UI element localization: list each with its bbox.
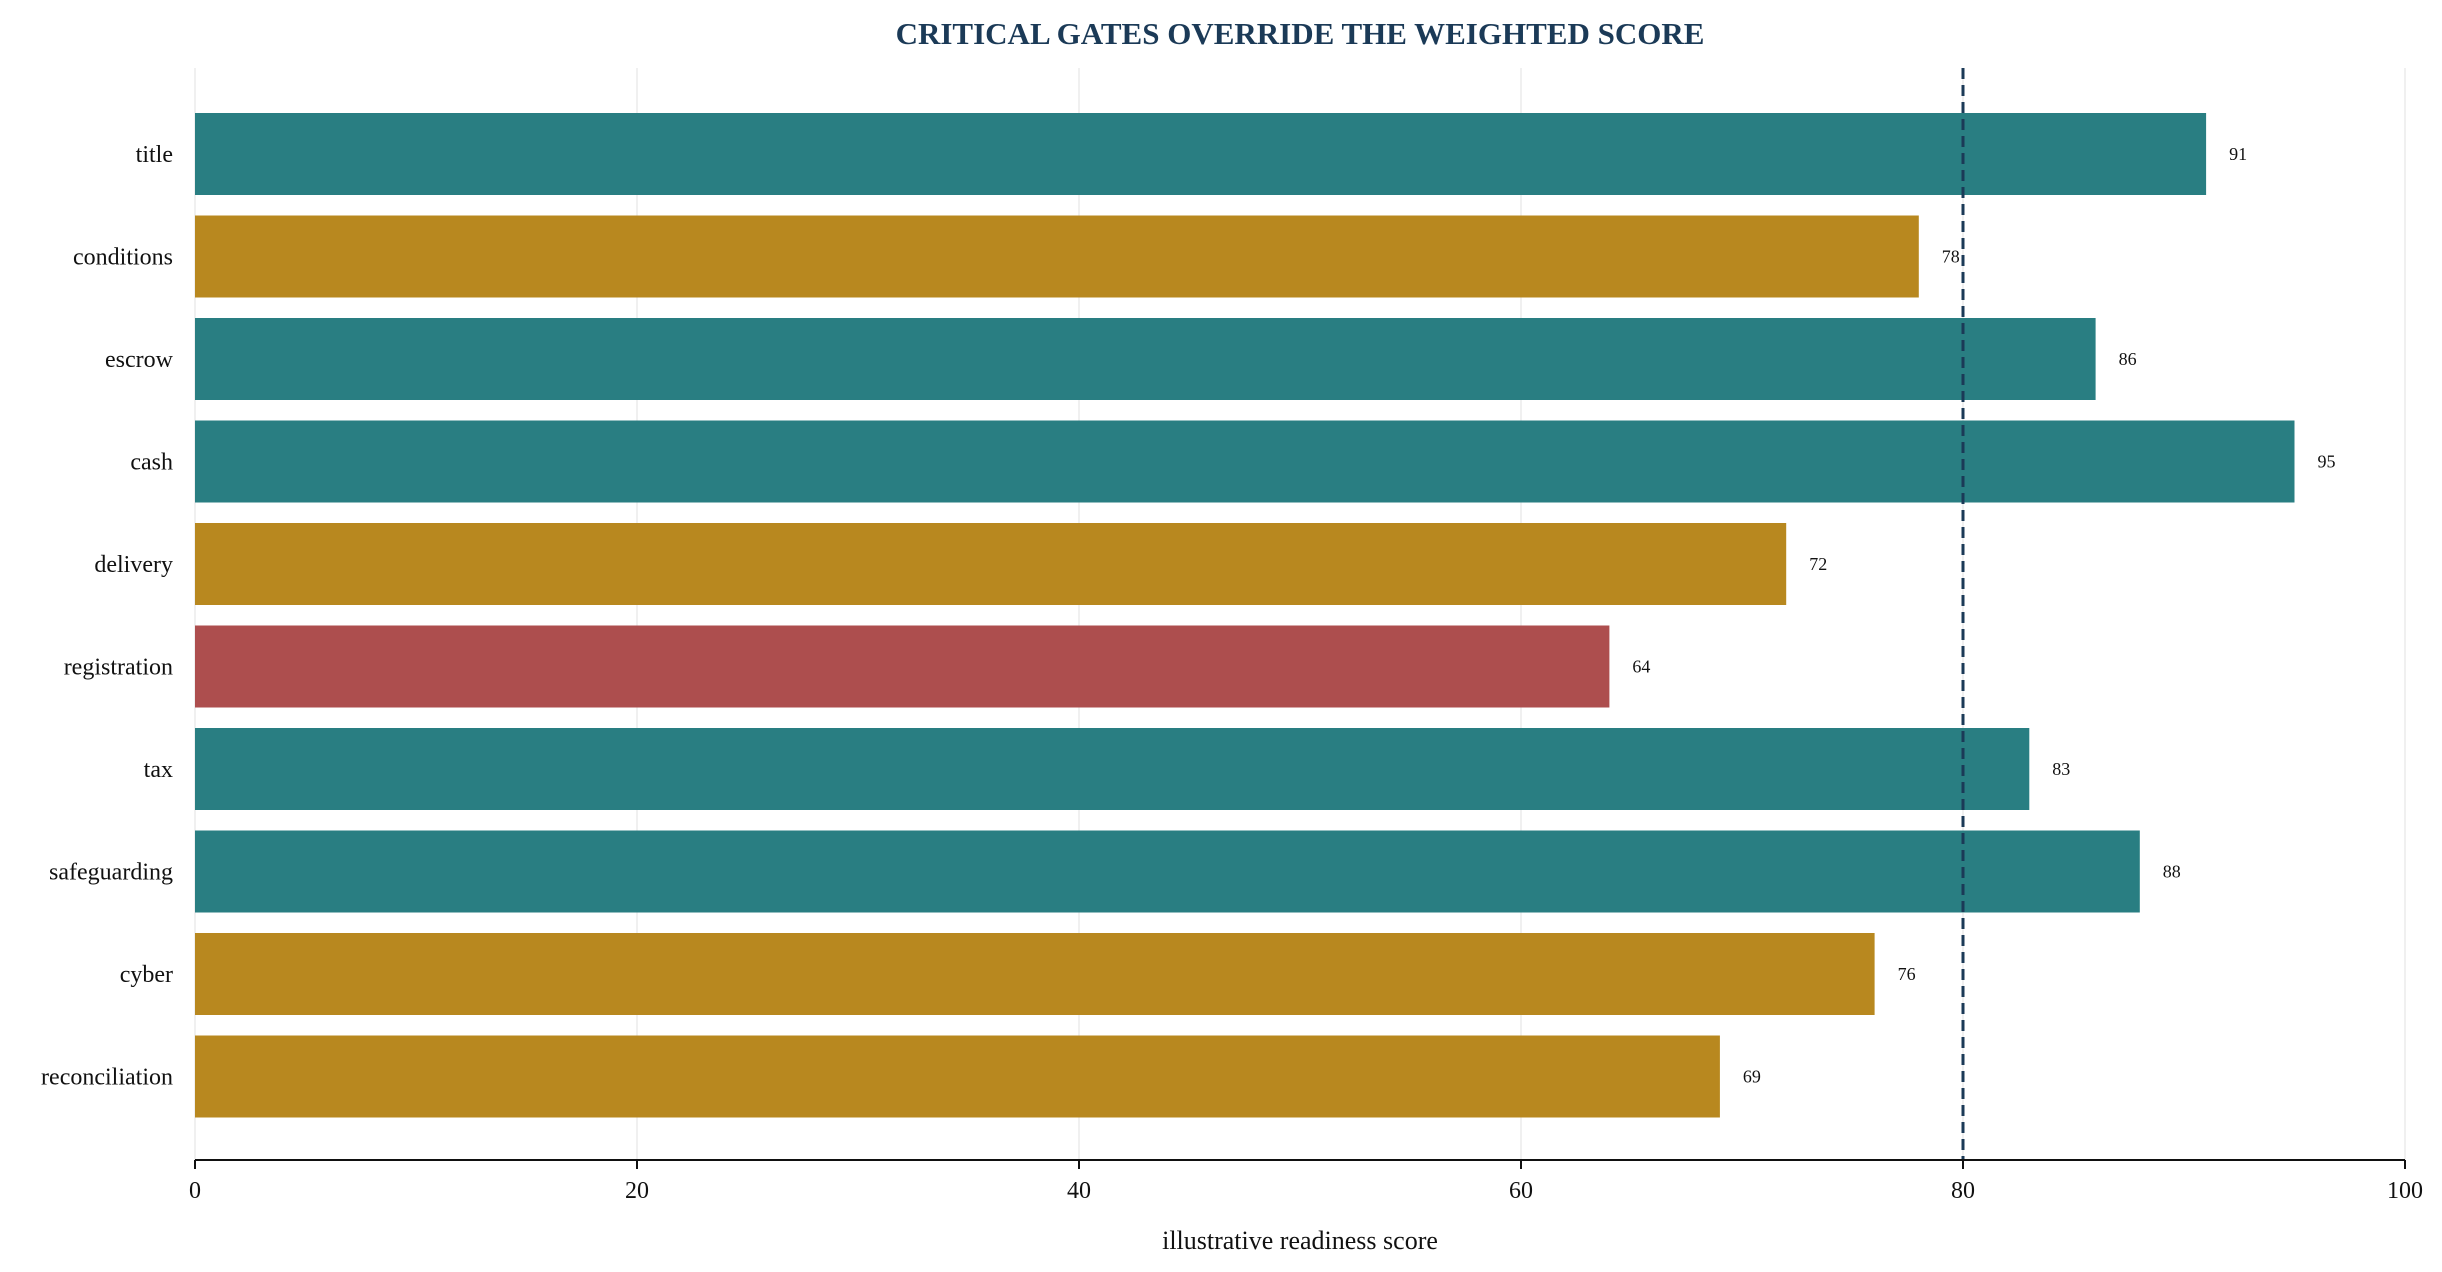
x-tick-label-4: 80	[1951, 1178, 1975, 1204]
x-axis: 0 20 40 60 80 100	[189, 1159, 2423, 1204]
category-label-reconciliation: reconciliation	[41, 1065, 173, 1091]
category-label-title: title	[136, 142, 173, 168]
category-label-cyber: cyber	[120, 962, 173, 988]
bar-escrow	[195, 318, 2096, 400]
value-label-conditions: 78	[1942, 247, 1960, 267]
value-label-cyber: 76	[1898, 964, 1916, 984]
bar-title	[195, 113, 2207, 195]
x-tick-label-2: 40	[1067, 1178, 1091, 1204]
bars: title 91 conditions 78 escrow 86 cash 95 deliver…	[41, 113, 2336, 1118]
category-label-safeguarding: safeguarding	[49, 860, 173, 886]
category-label-delivery: delivery	[94, 552, 173, 578]
x-axis-label: illustrative readiness score	[1162, 1226, 1438, 1255]
value-label-delivery: 72	[1809, 554, 1827, 574]
value-label-title: 91	[2229, 144, 2247, 164]
category-label-tax: tax	[144, 757, 173, 783]
bar-delivery	[195, 523, 1787, 605]
value-label-reconciliation: 69	[1743, 1067, 1761, 1087]
x-tick-label-3: 60	[1509, 1178, 1533, 1204]
bar-reconciliation	[195, 1035, 1720, 1118]
value-label-safeguarding: 88	[2163, 862, 2181, 882]
value-label-cash: 95	[2318, 452, 2336, 472]
bar-cyber	[195, 933, 1875, 1015]
category-label-conditions: conditions	[73, 245, 173, 271]
category-label-cash: cash	[130, 450, 173, 476]
x-tick-label-1: 20	[625, 1178, 649, 1204]
x-tick-label-5: 100	[2387, 1178, 2423, 1204]
value-label-registration: 64	[1632, 657, 1650, 677]
bar-conditions	[195, 215, 1919, 298]
category-label-escrow: escrow	[105, 347, 174, 373]
x-tick-label-0: 0	[189, 1178, 201, 1204]
category-label-registration: registration	[64, 655, 173, 681]
chart-title: CRITICAL GATES OVERRIDE THE WEIGHTED SCO…	[896, 16, 1705, 51]
value-label-escrow: 86	[2119, 349, 2137, 369]
value-label-tax: 83	[2052, 759, 2070, 779]
bar-tax	[195, 728, 2030, 810]
bar-cash	[195, 420, 2295, 503]
bar-registration	[195, 625, 1610, 708]
bar-safeguarding	[195, 830, 2140, 913]
